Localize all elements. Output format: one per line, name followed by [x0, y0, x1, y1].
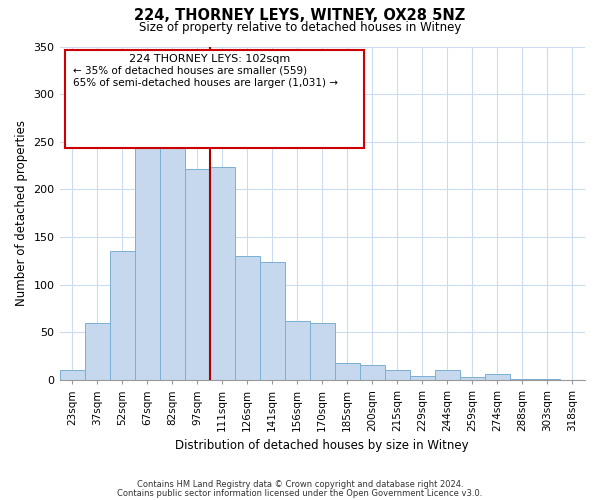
Bar: [385, 370, 410, 380]
Text: 224 THORNEY LEYS: 102sqm: 224 THORNEY LEYS: 102sqm: [128, 54, 290, 64]
Text: Contains public sector information licensed under the Open Government Licence v3: Contains public sector information licen…: [118, 488, 482, 498]
Y-axis label: Number of detached properties: Number of detached properties: [15, 120, 28, 306]
Bar: [410, 376, 435, 380]
Bar: [485, 374, 510, 380]
FancyBboxPatch shape: [65, 50, 364, 148]
Bar: [310, 323, 335, 380]
Bar: [185, 170, 209, 380]
Bar: [134, 118, 160, 380]
X-axis label: Distribution of detached houses by size in Witney: Distribution of detached houses by size …: [175, 440, 469, 452]
Text: 65% of semi-detached houses are larger (1,031) →: 65% of semi-detached houses are larger (…: [73, 78, 338, 88]
Bar: [59, 370, 85, 380]
Bar: [360, 365, 385, 380]
Bar: [235, 256, 260, 380]
Text: 224, THORNEY LEYS, WITNEY, OX28 5NZ: 224, THORNEY LEYS, WITNEY, OX28 5NZ: [134, 8, 466, 22]
Bar: [460, 377, 485, 380]
Bar: [510, 379, 535, 380]
Bar: [85, 323, 110, 380]
Text: Size of property relative to detached houses in Witney: Size of property relative to detached ho…: [139, 21, 461, 34]
Bar: [285, 321, 310, 380]
Bar: [260, 262, 285, 380]
Bar: [209, 166, 235, 380]
Text: Contains HM Land Registry data © Crown copyright and database right 2024.: Contains HM Land Registry data © Crown c…: [137, 480, 463, 489]
Bar: [110, 252, 134, 380]
Bar: [160, 148, 185, 380]
Bar: [535, 379, 560, 380]
Text: ← 35% of detached houses are smaller (559): ← 35% of detached houses are smaller (55…: [73, 66, 307, 76]
Bar: [335, 363, 360, 380]
Bar: [435, 370, 460, 380]
